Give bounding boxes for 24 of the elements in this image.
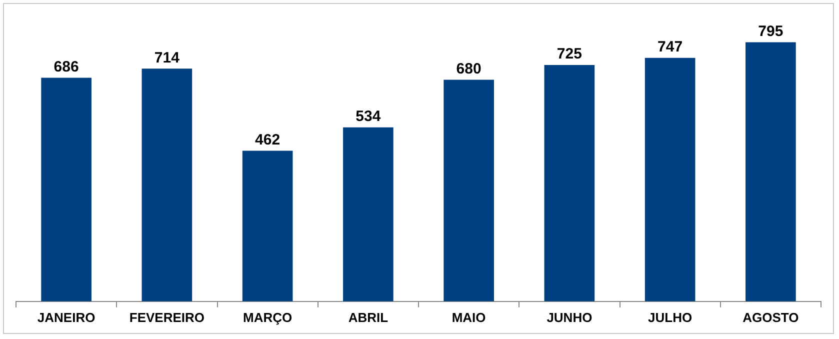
bar <box>746 42 796 302</box>
data-label: 534 <box>356 108 382 125</box>
bar <box>41 78 92 302</box>
data-label: 725 <box>556 46 582 63</box>
x-tick-label: AGOSTO <box>742 310 799 325</box>
data-label: 680 <box>456 60 482 78</box>
data-label: 686 <box>54 58 79 76</box>
x-tick-label: MAIO <box>452 310 486 325</box>
bar <box>544 65 595 302</box>
bar <box>444 80 494 302</box>
x-tick-label: ABRIL <box>348 310 388 325</box>
data-label: 714 <box>154 49 180 66</box>
x-tick-label: JANEIRO <box>37 310 96 325</box>
x-tick-label: FEVEREIRO <box>129 310 204 325</box>
bar <box>644 58 696 302</box>
bar <box>142 68 192 302</box>
data-label: 747 <box>658 38 683 56</box>
x-tick-label: JUNHO <box>546 310 592 325</box>
bar <box>242 150 293 302</box>
bar <box>343 127 394 302</box>
x-tick-label: JULHO <box>648 310 692 325</box>
data-label: 795 <box>758 22 784 40</box>
x-tick-label: MARÇO <box>243 310 292 325</box>
data-label: 462 <box>255 131 280 148</box>
